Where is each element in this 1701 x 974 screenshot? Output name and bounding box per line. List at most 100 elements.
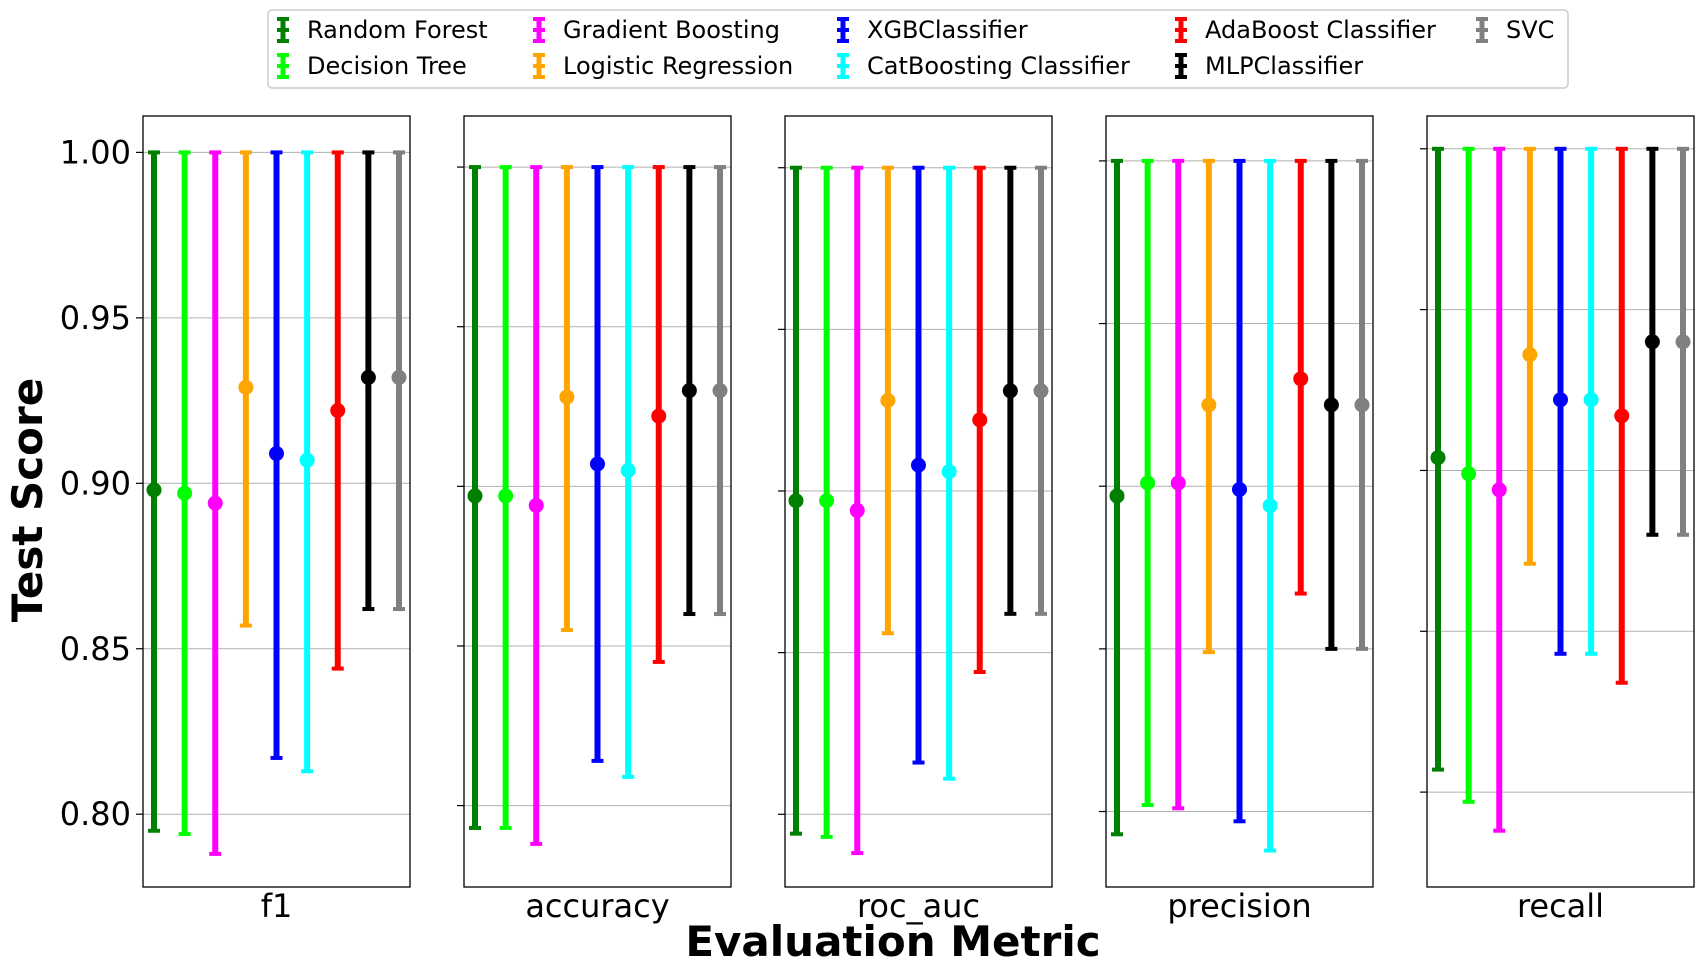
errorbar-xgbclassifier — [269, 150, 284, 760]
mean-point — [1262, 498, 1278, 514]
errorbar-random-forest — [146, 150, 162, 833]
errorbar-random-forest — [1109, 158, 1125, 837]
x-tick-label: precision — [1167, 887, 1311, 925]
mean-point — [299, 452, 315, 468]
mean-point — [941, 464, 957, 480]
errorbar-svc — [1033, 165, 1049, 616]
mean-point — [849, 502, 865, 518]
legend-entry-random-forest: Random Forest — [277, 16, 488, 44]
panel-frame — [1426, 115, 1695, 888]
mean-point — [1491, 482, 1507, 498]
mean-point — [391, 369, 407, 385]
y-tick-label: 0.90 — [60, 464, 131, 502]
y-tick-label: 1.00 — [60, 133, 131, 171]
mean-point — [819, 493, 835, 509]
mean-point — [1033, 383, 1049, 399]
errorbar-xgbclassifier — [911, 165, 926, 765]
mean-point — [681, 383, 697, 399]
mean-point — [1232, 481, 1247, 497]
legend-entry-svc: SVC — [1476, 16, 1554, 44]
mean-point — [1522, 347, 1538, 363]
y-tick-label: 0.95 — [60, 299, 131, 337]
legend-label: Random Forest — [307, 16, 488, 44]
errorbar-adaboost-classifier — [330, 150, 346, 671]
mean-point — [911, 457, 926, 473]
legend-label: AdaBoost Classifier — [1205, 16, 1436, 44]
legend-label: MLPClassifier — [1205, 52, 1363, 80]
panel-roc-auc: roc_auc — [778, 115, 1053, 925]
x-tick-label: accuracy — [525, 887, 669, 925]
mean-point — [788, 493, 804, 509]
legend: Random Forest Decision Tree Gradient Boost… — [267, 9, 1569, 89]
mean-point — [330, 403, 346, 419]
errorbar-adaboost-classifier — [1293, 158, 1309, 596]
legend-marker-catboosting-classifier — [837, 53, 849, 79]
errorbar-decision-tree — [819, 165, 835, 839]
mean-point — [1583, 392, 1599, 408]
mean-point — [972, 412, 988, 428]
errorbar-mlpclassifier — [681, 165, 697, 617]
mean-point — [1109, 488, 1125, 504]
errorbar-svc — [712, 165, 728, 617]
errorbar-logistic-regression — [1522, 146, 1538, 566]
errorbar-logistic-regression — [238, 150, 254, 628]
errorbar-decision-tree — [1461, 146, 1477, 804]
legend-label: XGBClassifier — [867, 16, 1028, 44]
mean-point — [1461, 466, 1477, 482]
errorbar-random-forest — [788, 165, 804, 836]
errorbar-mlpclassifier — [1002, 165, 1018, 616]
x-axis-label: Evaluation Metric — [685, 917, 1100, 966]
mean-point — [1354, 397, 1370, 413]
errorbar-random-forest — [1430, 146, 1446, 772]
errorbar-xgbclassifier — [1553, 146, 1568, 656]
mean-point — [528, 497, 544, 513]
mean-point — [1675, 334, 1691, 350]
errorbar-mlpclassifier — [1323, 158, 1339, 651]
errorbar-gradient-boosting — [849, 165, 865, 856]
legend-marker-decision-tree — [277, 53, 289, 79]
mean-point — [1644, 334, 1660, 350]
errorbar-gradient-boosting — [207, 150, 223, 856]
errorbar-svc — [1675, 146, 1691, 537]
errorbar-svc — [391, 150, 407, 612]
legend-marker-svc — [1476, 17, 1488, 43]
mean-point — [1002, 383, 1018, 399]
legend-marker-mlpclassifier — [1175, 53, 1187, 79]
legend-entry-logistic-regression: Logistic Regression — [533, 52, 793, 80]
x-tick-label: f1 — [261, 887, 293, 925]
errorbar-catboosting-classifier — [1583, 146, 1599, 656]
mean-point — [1614, 408, 1630, 424]
mean-point — [880, 392, 896, 408]
legend-frame — [267, 9, 1569, 89]
y-tick-label: 0.85 — [60, 630, 131, 668]
y-tick-label: 0.80 — [60, 795, 131, 833]
mean-point — [498, 488, 514, 504]
legend-label: Decision Tree — [307, 52, 467, 80]
mean-point — [146, 482, 162, 498]
errorbar-logistic-regression — [1201, 158, 1217, 655]
panel-frame — [463, 115, 732, 888]
panel-precision: precision — [1099, 115, 1374, 925]
mean-point — [360, 369, 376, 385]
x-tick-label: roc_auc — [857, 887, 980, 925]
mean-point — [207, 495, 223, 511]
legend-label: SVC — [1506, 16, 1554, 44]
errorbar-gradient-boosting — [1170, 158, 1186, 811]
legend-marker-xgbclassifier — [837, 17, 849, 43]
errorbar-catboosting-classifier — [620, 165, 636, 779]
mean-point — [559, 389, 575, 405]
errorbar-gradient-boosting — [1491, 146, 1507, 833]
errorbar-svc — [1354, 158, 1370, 651]
x-tick-label: recall — [1517, 887, 1604, 925]
errorbar-gradient-boosting — [528, 165, 544, 846]
errorbar-logistic-regression — [880, 165, 896, 636]
mean-point — [620, 462, 636, 478]
mean-point — [1293, 371, 1309, 387]
errorbar-adaboost-classifier — [651, 165, 667, 664]
panel-accuracy: accuracy — [457, 115, 732, 925]
errorbar-adaboost-classifier — [972, 165, 988, 675]
mean-point — [1553, 392, 1568, 408]
legend-label: Logistic Regression — [563, 52, 793, 80]
mean-point — [177, 485, 193, 501]
